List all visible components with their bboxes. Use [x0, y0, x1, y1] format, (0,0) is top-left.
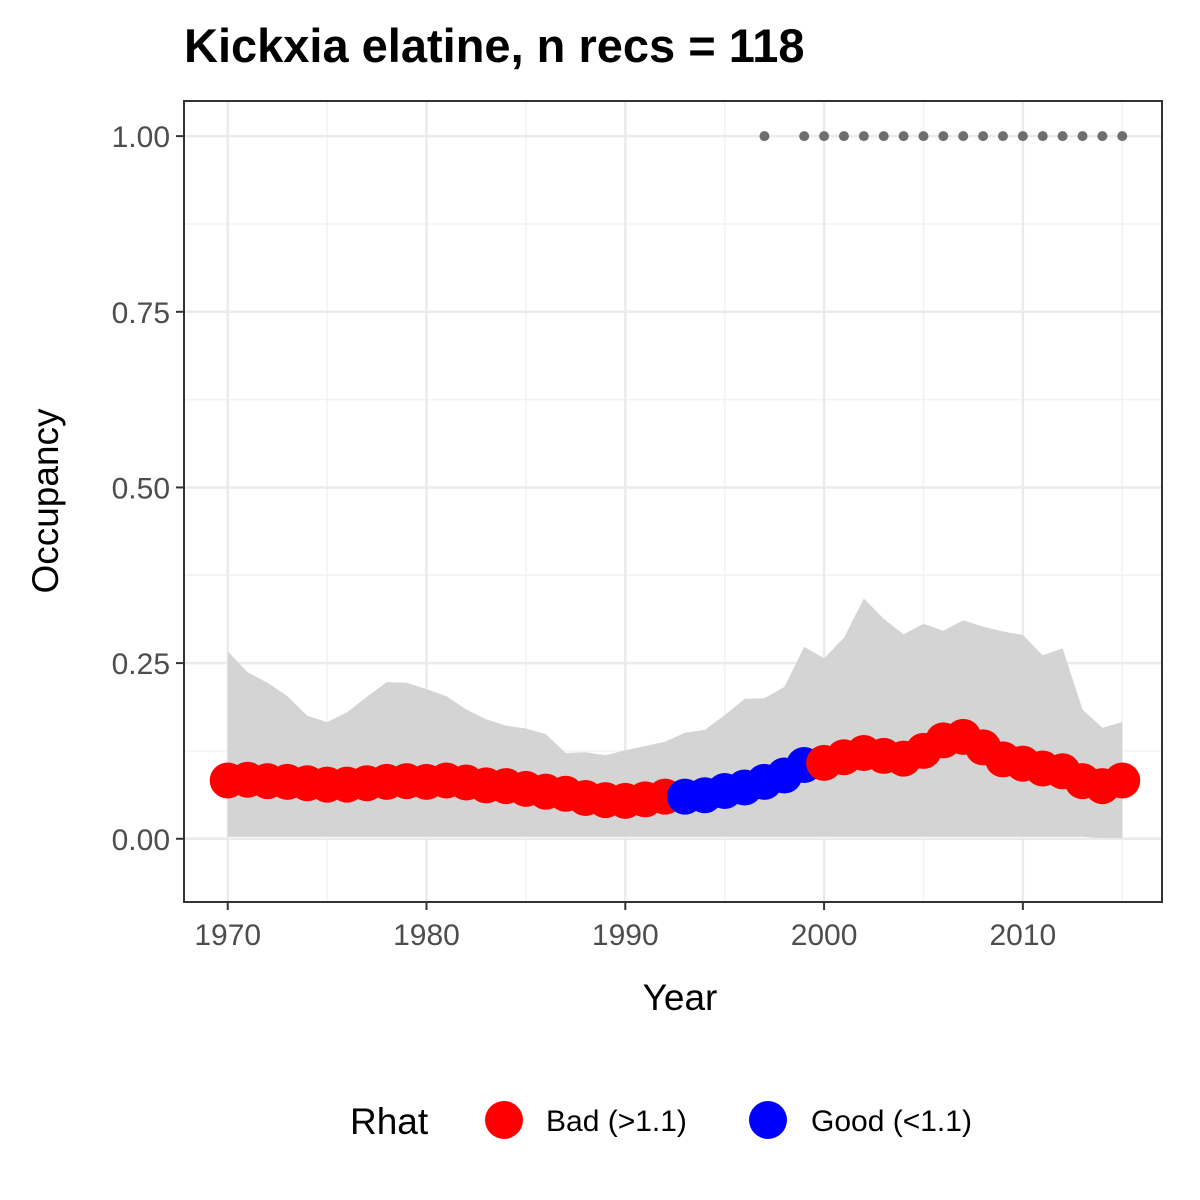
y-tick-label: 0.00	[112, 824, 170, 857]
record-dot	[938, 131, 949, 142]
record-dot	[838, 131, 849, 142]
record-dot	[978, 131, 989, 142]
occupancy-points	[209, 718, 1141, 819]
x-tick-label: 2010	[989, 919, 1056, 952]
y-tick-label: 0.75	[112, 297, 170, 330]
record-dot	[878, 131, 889, 142]
record-dot	[1037, 131, 1048, 142]
y-tick-label: 1.00	[112, 121, 170, 154]
legend-bad-label: Bad (>1.1)	[546, 1105, 687, 1138]
record-dot	[1057, 131, 1068, 142]
record-dot	[997, 131, 1008, 142]
record-dot	[1017, 131, 1028, 142]
x-tick-label: 1990	[592, 919, 659, 952]
record-dots	[759, 131, 1128, 142]
plot-panel	[183, 100, 1163, 903]
y-tick-label: 0.50	[112, 472, 170, 505]
record-dot	[1077, 131, 1088, 142]
x-tick-label: 1970	[194, 919, 261, 952]
record-dot	[958, 131, 969, 142]
record-dot	[759, 131, 770, 142]
chart-title: Kickxia elatine, n recs = 118	[184, 19, 805, 72]
legend-good-swatch	[749, 1101, 787, 1139]
y-axis: 0.00 0.25 0.50 0.75 1.00	[112, 121, 184, 857]
record-dot	[819, 131, 830, 142]
x-tick-label: 1980	[393, 919, 460, 952]
record-dot	[1097, 131, 1108, 142]
record-dot	[1117, 131, 1128, 142]
record-dot	[898, 131, 909, 142]
x-tick-label: 2000	[791, 919, 858, 952]
record-dot	[858, 131, 869, 142]
y-axis-title: Occupancy	[25, 408, 66, 594]
legend-title: Rhat	[350, 1101, 429, 1142]
panel-border	[183, 100, 1163, 903]
record-dot	[799, 131, 810, 142]
y-tick-label: 0.25	[112, 648, 170, 681]
legend: Rhat Bad (>1.1) Good (<1.1)	[350, 1101, 972, 1142]
legend-bad-swatch	[485, 1101, 523, 1139]
x-axis-title: Year	[643, 977, 718, 1018]
x-axis: 1970 1980 1990 2000 2010	[194, 902, 1056, 952]
legend-good-label: Good (<1.1)	[811, 1105, 972, 1138]
record-dot	[918, 131, 929, 142]
occupancy-point	[1104, 762, 1141, 799]
